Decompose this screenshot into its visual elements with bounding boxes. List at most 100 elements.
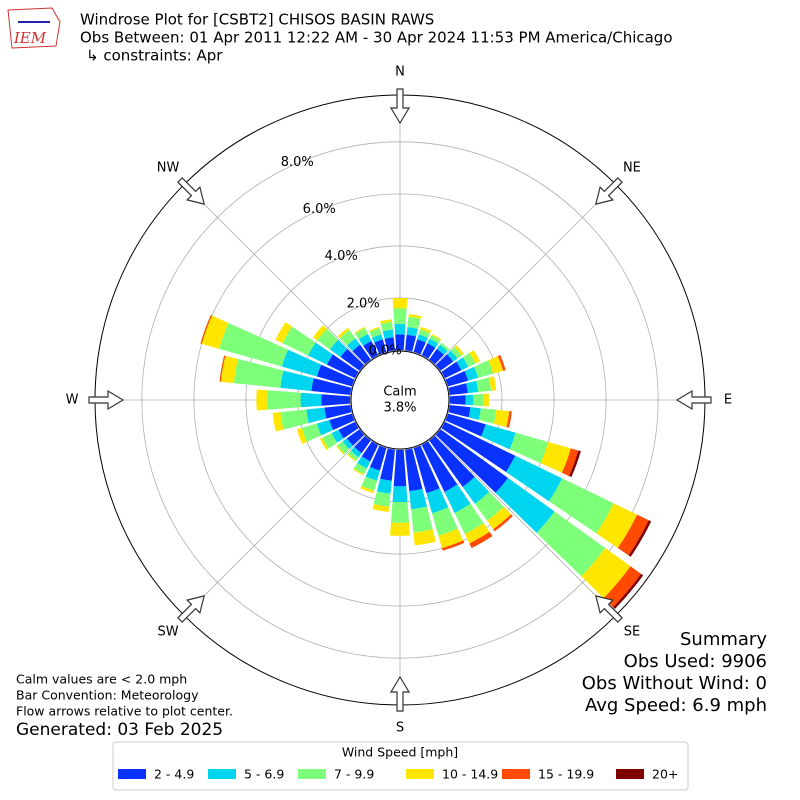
flow-arrow-shape xyxy=(389,675,411,712)
bar-segment xyxy=(353,462,367,475)
bar-segment xyxy=(435,354,454,371)
bar-segment xyxy=(476,377,492,393)
legend-label: 10 - 14.9 xyxy=(442,767,498,782)
flow-arrow-shape xyxy=(177,177,205,205)
bar-segment xyxy=(368,326,380,332)
bar-segment xyxy=(201,315,229,349)
bar-segment xyxy=(369,445,387,471)
bar-segment xyxy=(483,393,490,407)
bar-segment xyxy=(301,423,322,442)
bar-segment xyxy=(436,344,448,355)
flow-arrow xyxy=(595,595,623,623)
bar-segment xyxy=(474,360,494,378)
bar-segment xyxy=(488,376,497,391)
legend-title: Wind Speed [mph] xyxy=(342,745,458,760)
bar-segment xyxy=(380,321,393,332)
bar-segment xyxy=(411,506,433,533)
bar-segment xyxy=(316,419,334,436)
spoke xyxy=(435,184,616,365)
bar-segment xyxy=(338,421,359,439)
bar-segment xyxy=(445,370,469,387)
bar-segment xyxy=(316,364,355,387)
bar-segment xyxy=(497,354,506,371)
bar-segment xyxy=(200,314,212,344)
bar-segment xyxy=(280,409,309,430)
bar-segment xyxy=(282,326,316,356)
legend-label: 7 - 9.9 xyxy=(334,767,374,782)
bar-segment xyxy=(382,329,394,339)
flow-arrow-shape xyxy=(88,389,125,411)
bar-segment xyxy=(296,427,307,444)
legend-swatch xyxy=(208,769,236,779)
bar-segment xyxy=(417,334,428,343)
bar-segment xyxy=(421,441,458,492)
bar-segment xyxy=(395,334,405,351)
bar-segment xyxy=(392,486,408,503)
bar-segment xyxy=(429,348,444,365)
flow-arrow-shape xyxy=(595,177,623,205)
spoke xyxy=(435,435,616,616)
bar-segment xyxy=(413,445,440,494)
bar-segment xyxy=(603,566,642,608)
bar-segment xyxy=(272,412,284,432)
bar-segment xyxy=(509,432,549,464)
bar-segment xyxy=(462,352,476,367)
bar-segment xyxy=(456,357,469,371)
bar-segment xyxy=(466,380,479,394)
bar-segment xyxy=(300,392,322,408)
bar-segment xyxy=(331,429,344,443)
bar-segment xyxy=(322,433,338,449)
grid-line xyxy=(141,141,659,659)
bar-segment xyxy=(372,503,390,512)
bar-segment xyxy=(464,523,490,544)
flow-arrow xyxy=(88,389,125,411)
bar-segment xyxy=(329,413,355,431)
bar-segment xyxy=(220,355,239,384)
legend-label: 15 - 19.9 xyxy=(538,767,594,782)
bar-segment xyxy=(427,338,439,348)
bar-segment xyxy=(365,466,381,481)
bar-segment xyxy=(406,326,419,337)
bar-segment xyxy=(352,468,365,476)
spoke xyxy=(184,435,365,616)
summary-line: Avg Speed: 6.9 mph xyxy=(585,695,767,716)
bar-segment xyxy=(441,421,516,472)
bar-segment xyxy=(495,477,555,533)
bar-segment xyxy=(408,314,422,319)
bar-segment xyxy=(617,514,649,556)
bar-segment xyxy=(581,547,631,599)
bar-segment xyxy=(347,338,361,352)
flow-arrow-shape xyxy=(177,595,205,623)
direction-label: S xyxy=(396,721,404,736)
bar-segment xyxy=(394,323,406,335)
bar-segment xyxy=(308,342,333,365)
direction-label: SE xyxy=(624,624,640,639)
summary-line: Obs Used: 9906 xyxy=(624,651,767,672)
spoke xyxy=(184,184,365,365)
flow-arrow xyxy=(389,88,411,125)
bar-segment xyxy=(540,441,571,473)
bar-segment xyxy=(548,478,614,534)
bar-segment xyxy=(340,348,365,371)
bar-segment xyxy=(481,424,516,450)
bar-segment xyxy=(419,326,432,334)
y-tick-label: 2.0% xyxy=(347,296,380,311)
bar-segment xyxy=(219,355,226,382)
bar-segment xyxy=(360,485,375,494)
chart-subtitle: Obs Between: 01 Apr 2011 12:22 AM - 30 A… xyxy=(80,29,673,47)
bar-segment xyxy=(448,383,468,395)
bar-segment xyxy=(280,370,314,392)
bar-segment xyxy=(363,340,379,359)
bar-segment xyxy=(319,437,329,451)
constraints: ↳ constraints: Apr xyxy=(86,47,223,65)
note: Calm values are < 2.0 mph xyxy=(16,672,187,687)
bar-segment xyxy=(317,328,339,350)
bar-segment xyxy=(413,339,426,355)
bar-segment xyxy=(426,488,449,514)
bar-segment xyxy=(358,333,372,346)
legend-swatch xyxy=(298,769,326,779)
bar-segment xyxy=(374,339,387,355)
bar-segment xyxy=(474,491,504,521)
bar-segment xyxy=(435,429,509,493)
